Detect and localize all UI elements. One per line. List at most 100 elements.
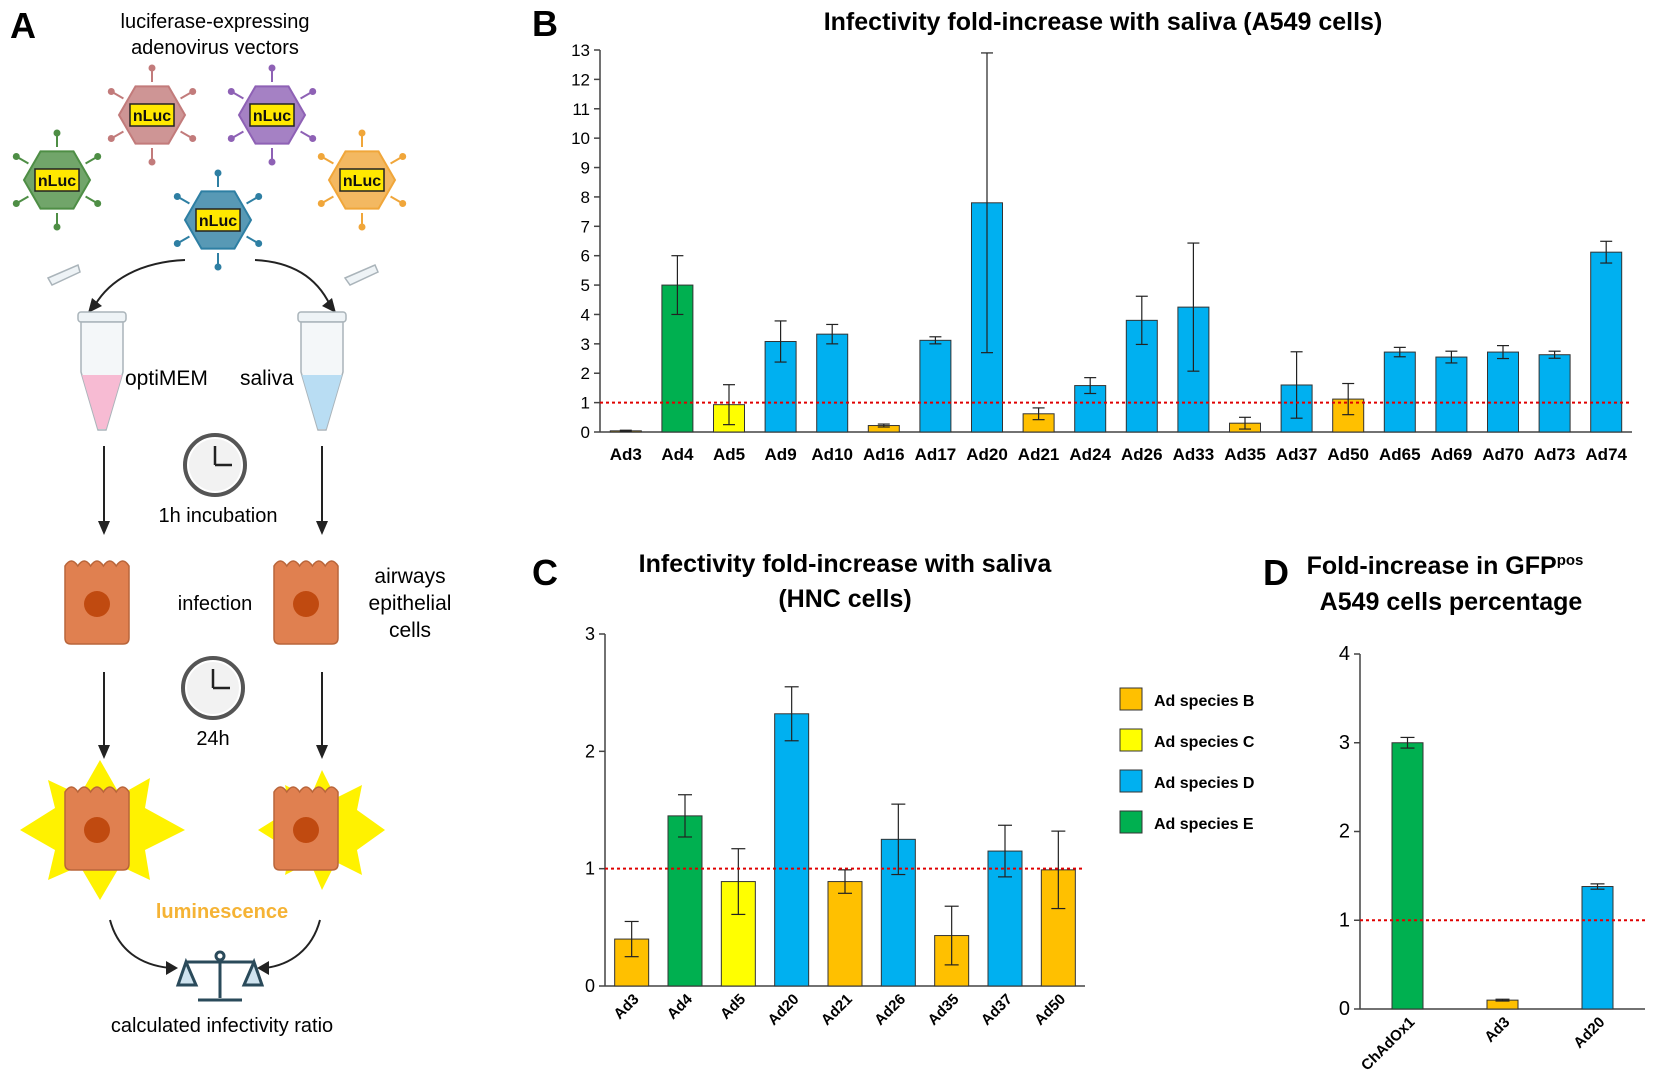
x-tick-label: Ad50 — [1031, 991, 1069, 1029]
legend-item: Ad species D — [1119, 769, 1254, 793]
x-tick-label: Ad26 — [871, 991, 909, 1029]
x-tick-label: Ad74 — [1585, 445, 1627, 464]
cells-label-line3: cells — [389, 619, 431, 642]
x-tick-label: Ad37 — [1276, 445, 1318, 464]
chart-b-title: Infectivity fold-increase with saliva (A… — [824, 8, 1383, 36]
y-tick-label: 0 — [581, 423, 590, 442]
incubation-label: 1h incubation — [159, 505, 278, 527]
flow-arrows — [98, 446, 328, 759]
bar-ad20 — [1581, 886, 1614, 1010]
panel-b-chart: B Infectivity fold-increase with saliva … — [532, 3, 1632, 464]
virus-label: nLuc — [199, 213, 237, 230]
infection-label: infection — [178, 593, 253, 615]
x-tick-label: Ad24 — [1069, 445, 1111, 464]
y-tick-label: 0 — [585, 976, 595, 996]
epithelial-cells — [64, 560, 339, 871]
x-tick-label: Ad4 — [664, 990, 697, 1023]
bar-ad73 — [1538, 354, 1571, 433]
y-tick-label: 9 — [581, 159, 590, 178]
bar-ad70 — [1487, 351, 1519, 433]
virus-icon: nLuc — [173, 169, 263, 271]
x-tick-label: Ad9 — [765, 445, 797, 464]
x-tick-label: Ad50 — [1327, 445, 1369, 464]
y-tick-label: 3 — [581, 335, 590, 354]
x-tick-label: Ad17 — [915, 445, 957, 464]
y-tick-label: 1 — [581, 394, 590, 413]
x-tick-label: Ad35 — [925, 991, 963, 1029]
panel-c-chart: C Infectivity fold-increase with saliva … — [532, 550, 1255, 1029]
legend-label: Ad species C — [1154, 734, 1255, 751]
arrow-to-saliva — [254, 259, 331, 306]
y-tick-label: 4 — [581, 305, 590, 324]
legend-item: Ad species C — [1119, 728, 1255, 752]
legend-swatch — [1119, 769, 1143, 793]
cells-label-line2: epithelial — [369, 592, 452, 615]
arrow-head-icon — [88, 298, 102, 313]
x-tick-label: Ad20 — [1570, 1014, 1608, 1052]
panel-label-c: C — [532, 552, 558, 593]
schematic-title-line2: adenovirus vectors — [131, 37, 299, 59]
x-tick-label: Ad65 — [1379, 445, 1421, 464]
virus-label: nLuc — [253, 108, 291, 125]
x-tick-label: Ad33 — [1173, 445, 1215, 464]
y-tick-label: 3 — [1339, 732, 1350, 754]
chart-d-plot: 0 1 2 3 4 ChAdOx1 Ad3 Ad20 — [1339, 643, 1645, 1074]
y-tick-label: 3 — [585, 624, 595, 644]
x-tick-label: Ad16 — [863, 445, 905, 464]
x-tick-label: Ad21 — [1018, 445, 1060, 464]
arrow-to-scale-left — [109, 919, 171, 969]
x-tick-label: Ad5 — [713, 445, 745, 464]
bar-ad20 — [774, 713, 810, 987]
y-tick-label: 2 — [581, 364, 590, 383]
y-tick-label: 10 — [571, 129, 590, 148]
arrow-to-scale-right — [264, 919, 321, 969]
bar-ad4 — [661, 284, 694, 433]
epithelial-cell-icon — [64, 786, 130, 871]
y-tick-label: 13 — [571, 41, 590, 60]
x-tick-label: Ad26 — [1121, 445, 1163, 464]
bar-ad10 — [816, 333, 849, 433]
chart-c-title: Infectivity fold-increase with saliva — [639, 550, 1053, 578]
y-tick-label: 2 — [1339, 821, 1350, 843]
virus-icon: nLuc — [227, 64, 317, 166]
y-tick-label: 11 — [572, 100, 590, 119]
panel-label-a: A — [10, 5, 36, 46]
saliva-label: saliva — [240, 367, 294, 390]
schematic-title-line1: luciferase-expressing — [121, 11, 310, 33]
optimem-label: optiMEM — [125, 367, 208, 390]
chart-c-legend: Ad species B Ad species C Ad species D Ad s… — [1119, 687, 1255, 834]
bar-chadox1 — [1391, 742, 1424, 1010]
chart-d-title-superscript: pos — [1557, 552, 1584, 569]
bar-ad4 — [667, 815, 703, 987]
y-tick-label: 0 — [1339, 998, 1350, 1020]
panel-a-schematic: A luciferase-expressing adenovirus vecto… — [10, 5, 451, 1037]
chart-d-title-main: Fold-increase in GFP — [1307, 552, 1557, 580]
x-tick-label: Ad35 — [1224, 445, 1266, 464]
chart-c-plot: 0 1 2 3 Ad3 Ad4 Ad5 Ad20 Ad21 Ad26 Ad35 Ad37 Ad50 — [585, 624, 1085, 1029]
x-tick-label: Ad21 — [818, 991, 856, 1029]
y-tick-label: 1 — [1339, 909, 1350, 931]
x-tick-label: Ad37 — [978, 991, 1016, 1029]
virus-icon: nLuc — [107, 64, 197, 166]
legend-item: Ad species E — [1119, 810, 1254, 834]
x-tick-label: Ad20 — [966, 445, 1008, 464]
arrow-to-optimem — [94, 259, 186, 306]
chart-c-subtitle: (HNC cells) — [778, 585, 911, 613]
legend-label: Ad species D — [1154, 775, 1254, 792]
balance-scale-icon — [175, 950, 265, 1002]
x-tick-label: Ad20 — [765, 991, 803, 1029]
bar-ad74 — [1590, 251, 1623, 433]
y-tick-label: 4 — [1339, 643, 1350, 665]
cells-label-line1: airways — [374, 565, 445, 588]
legend-swatch — [1119, 810, 1143, 834]
x-tick-label: Ad3 — [1481, 1014, 1513, 1046]
chart-d-subtitle: A549 cells percentage — [1320, 588, 1583, 616]
arrow-head-icon — [166, 961, 178, 975]
legend-label: Ad species B — [1154, 693, 1254, 710]
arrow-head-icon — [322, 298, 336, 313]
epithelial-cell-icon — [273, 786, 339, 871]
x-tick-label: Ad3 — [610, 445, 642, 464]
x-tick-label: Ad5 — [717, 991, 749, 1023]
